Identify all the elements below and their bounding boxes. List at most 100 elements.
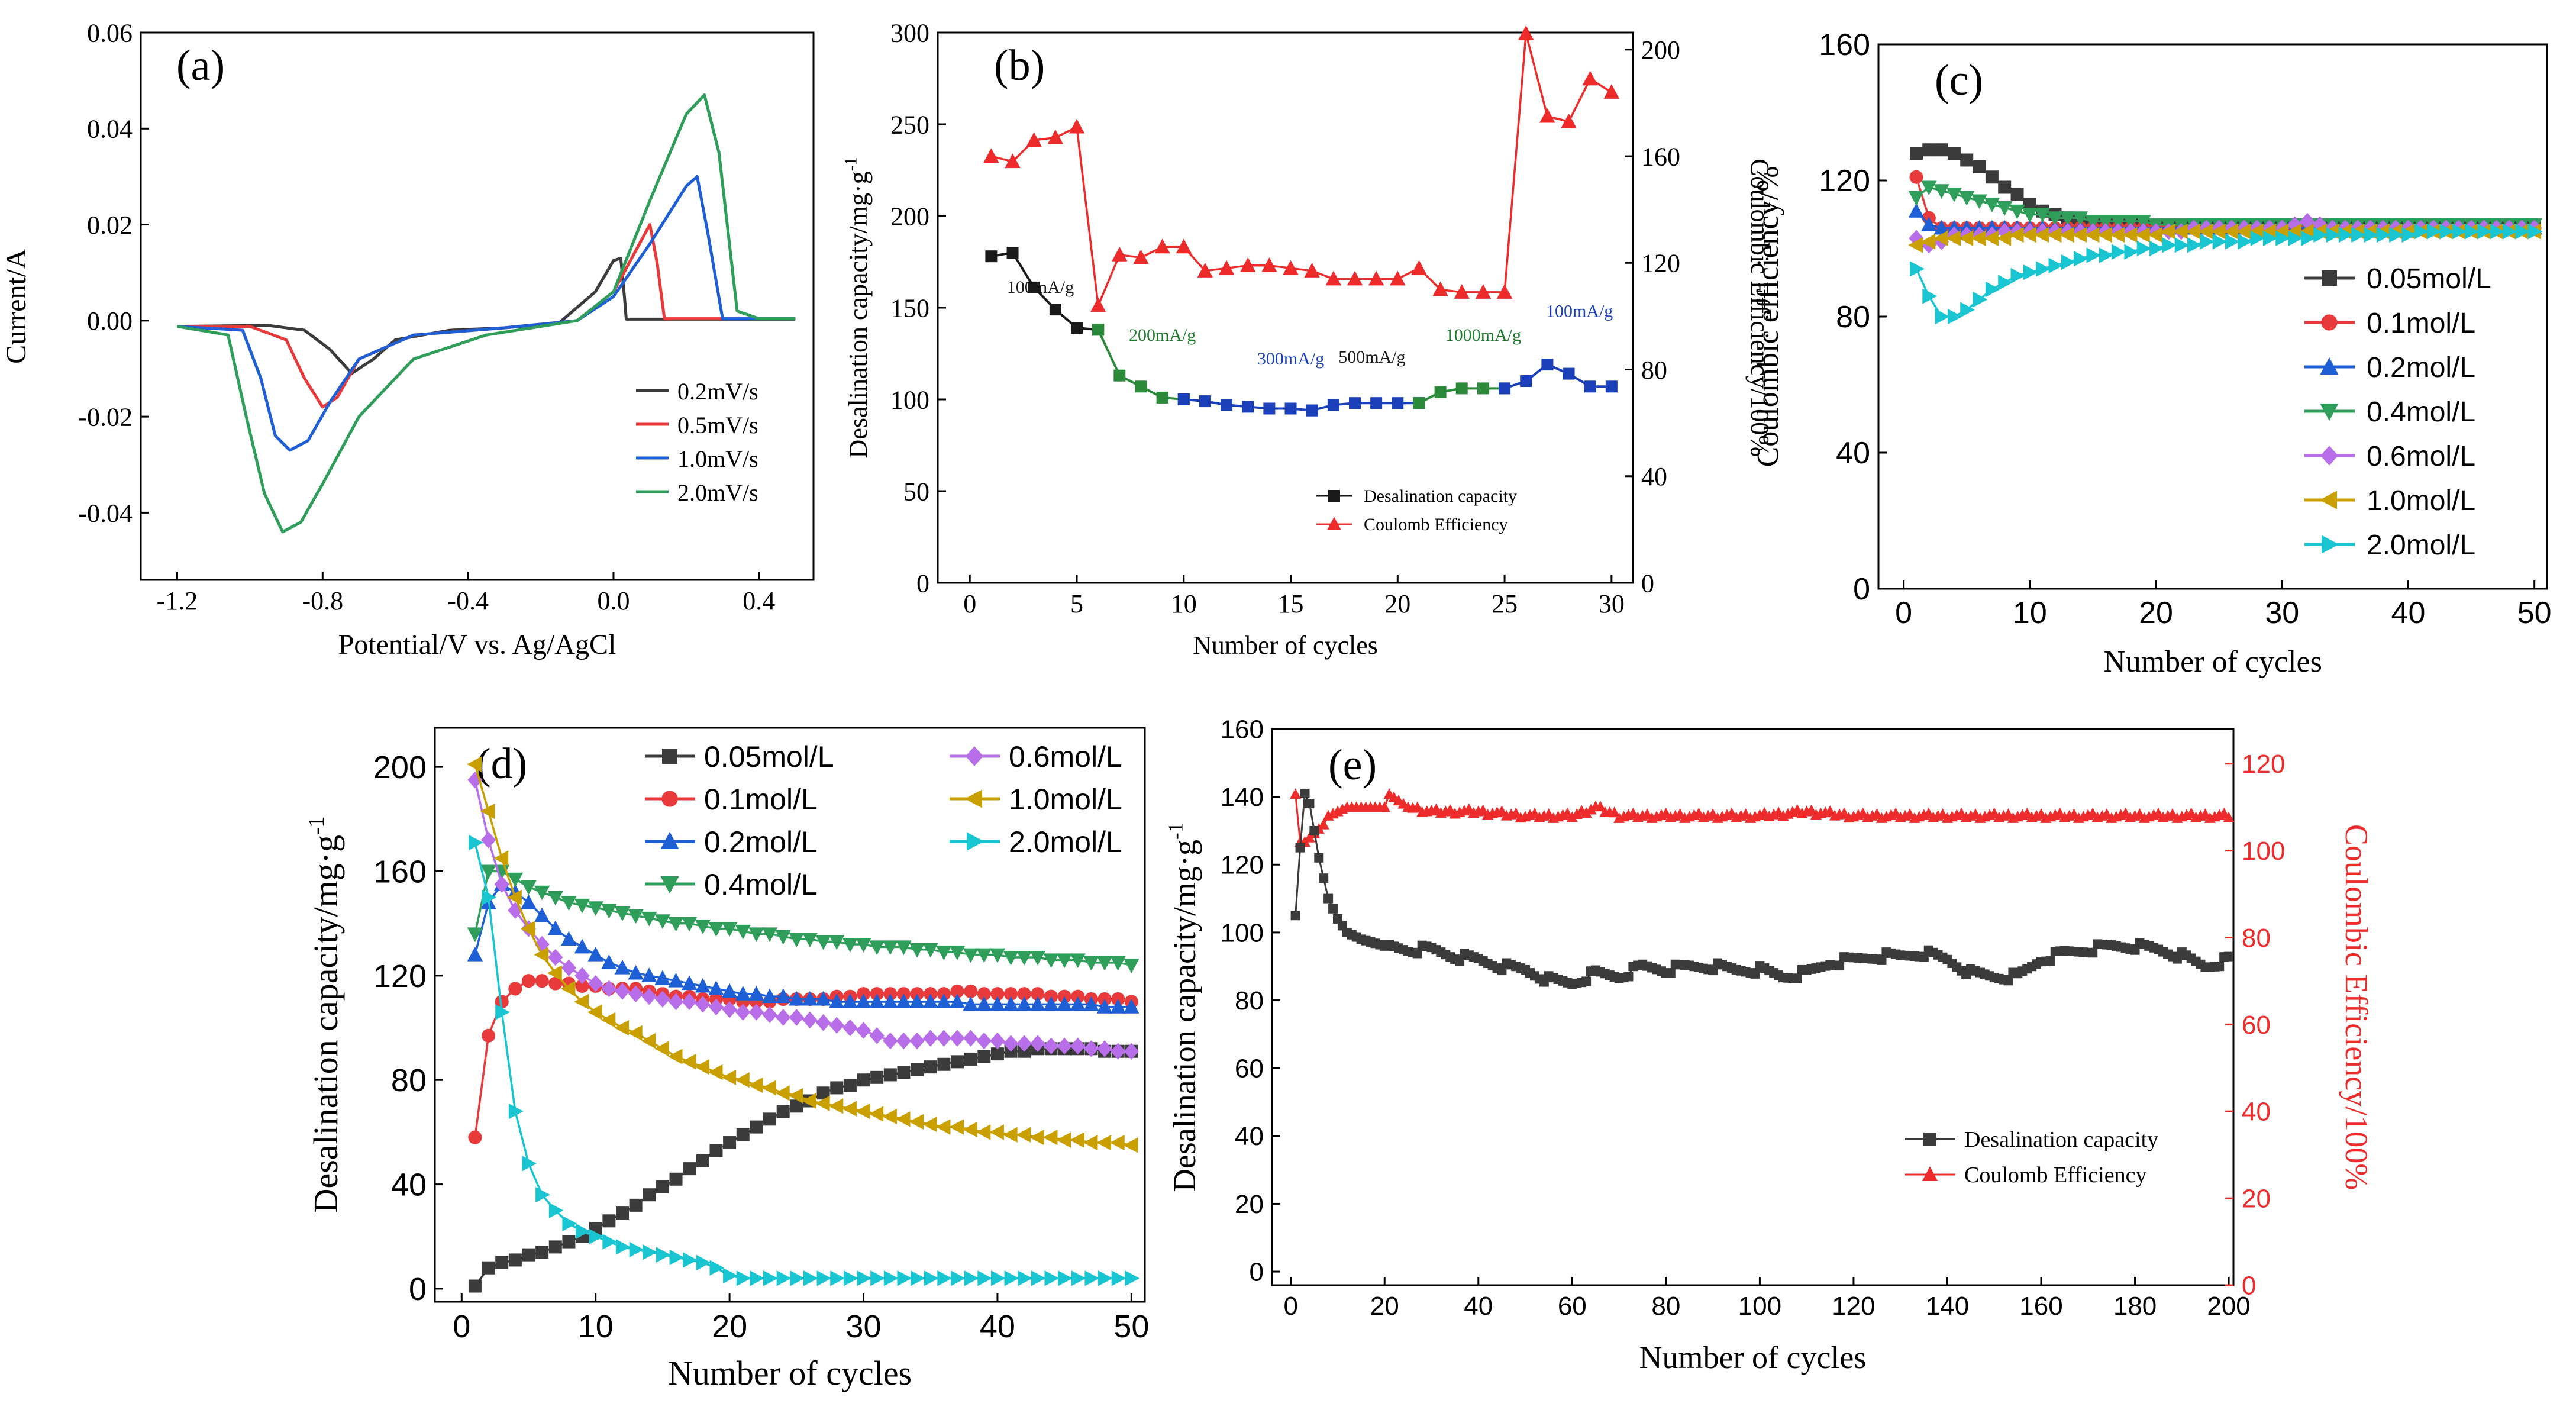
x-tick-label: 20 <box>1384 589 1410 618</box>
capacity-point <box>614 906 631 921</box>
y-tick-label: 0.02 <box>87 211 133 240</box>
capacity-point <box>654 1041 669 1057</box>
ce-point <box>1908 237 1923 253</box>
capacity-point <box>802 1093 816 1109</box>
y-tick-label: 0 <box>1853 572 1870 607</box>
capacity-point <box>574 967 590 985</box>
capacity-point <box>1434 386 1447 398</box>
ce-point <box>2047 211 2063 226</box>
x-axis-title: Number of cycles <box>1639 1340 1867 1375</box>
ce-point <box>2162 237 2177 253</box>
ce-point <box>2389 227 2404 243</box>
ce-point <box>2036 261 2051 277</box>
capacity-point <box>936 946 952 960</box>
x-axis-title: Potential/V vs. Ag/AgCl <box>338 629 616 660</box>
capacity-point <box>962 1121 977 1138</box>
capacity-point <box>829 993 845 1008</box>
capacity-point <box>1092 324 1105 336</box>
cv-curve <box>177 256 796 375</box>
efficiency-point <box>1090 297 1106 312</box>
ce-point <box>1960 302 1975 318</box>
y2-tick-label: 200 <box>1641 36 1680 64</box>
capacity-point <box>521 974 536 988</box>
capacity-point <box>522 1156 537 1172</box>
capacity-point <box>977 987 991 1001</box>
y2-tick-label: 120 <box>1641 249 1680 278</box>
legend-label: 0.05mol/L <box>704 740 834 773</box>
x-tick-label: 0 <box>1895 596 1912 630</box>
ce-point <box>2477 224 2493 240</box>
legend-label: 0.6mol/L <box>2367 441 2475 472</box>
capacity-point <box>1028 281 1040 293</box>
capacity-point <box>951 1055 964 1069</box>
panel-b: 0 5 10 15 20 25 300501001502002503000408012016… <box>842 18 1774 660</box>
legend-label: Desalination capacity <box>1364 486 1517 506</box>
capacity-point <box>924 1270 939 1286</box>
capacity-point <box>1541 359 1554 371</box>
ce-point <box>2503 224 2517 240</box>
ce-point <box>1908 191 1925 206</box>
capacity-point <box>628 985 644 1003</box>
ce-point <box>2022 227 2036 243</box>
ce-point <box>1922 143 1936 157</box>
rate-label: 500mA/g <box>1338 347 1405 367</box>
capacity-point <box>949 993 966 1008</box>
capacity-point <box>643 1244 658 1260</box>
capacity-point <box>574 898 590 914</box>
legend-marker <box>1328 490 1340 502</box>
x-tick-label: 0 <box>963 589 976 618</box>
x-tick-label: 10 <box>2013 596 2047 630</box>
capacity-point <box>1349 397 1361 409</box>
capacity-point <box>548 1240 562 1254</box>
y-tick-label: 40 <box>1836 436 1870 470</box>
capacity-point <box>1835 961 1845 971</box>
capacity-point <box>748 985 764 1001</box>
efficiency-point <box>1561 113 1577 128</box>
ce-point <box>2401 227 2417 243</box>
efficiency-point <box>1325 270 1342 286</box>
capacity-point <box>1043 996 1059 1011</box>
legend-label: 0.2mV/s <box>677 378 758 405</box>
capacity-point <box>1563 367 1575 380</box>
legend-label: 0.05mol/L <box>2367 263 2491 295</box>
capacity-point <box>668 972 684 988</box>
efficiency-point <box>1283 260 1299 275</box>
capacity-point <box>575 979 589 993</box>
ce-point <box>2112 244 2126 260</box>
x-tick-label: 200 <box>2207 1292 2250 1321</box>
panel-label: (a) <box>176 41 225 90</box>
ce-point <box>1947 308 1962 325</box>
capacity-point <box>1477 382 1489 395</box>
capacity-point <box>1290 911 1300 921</box>
capacity-point <box>774 1085 790 1101</box>
capacity-point <box>588 975 603 992</box>
capacity-point <box>1125 1270 1140 1286</box>
capacity-point <box>629 1241 644 1258</box>
x-tick-label: 40 <box>1464 1292 1493 1321</box>
capacity-point <box>1030 1035 1045 1052</box>
ce-point <box>2160 224 2175 240</box>
capacity-point <box>1070 1132 1084 1148</box>
capacity-point <box>989 1124 1004 1140</box>
capacity-point <box>775 988 791 1004</box>
capacity-point <box>1110 999 1126 1014</box>
x-tick-label: -0.8 <box>302 586 343 615</box>
capacity-point <box>561 931 577 946</box>
ce-point <box>2439 224 2455 240</box>
legend-label: 1.0mV/s <box>677 446 758 472</box>
capacity-point <box>547 891 563 906</box>
capacity-point <box>1097 1040 1112 1057</box>
legend-label: 1.0mol/L <box>2367 485 2475 517</box>
capacity-point <box>1263 402 1276 415</box>
legend-marker <box>2320 446 2338 466</box>
ce-point <box>2085 215 2101 230</box>
capacity-point <box>830 1081 844 1095</box>
capacity-point <box>1295 843 1305 853</box>
capacity-point <box>911 1270 925 1286</box>
ce-point <box>2288 230 2303 246</box>
capacity-point <box>856 993 871 1008</box>
capacity-point <box>735 1004 751 1021</box>
capacity-point <box>641 967 657 982</box>
efficiency-point <box>1609 806 1621 818</box>
